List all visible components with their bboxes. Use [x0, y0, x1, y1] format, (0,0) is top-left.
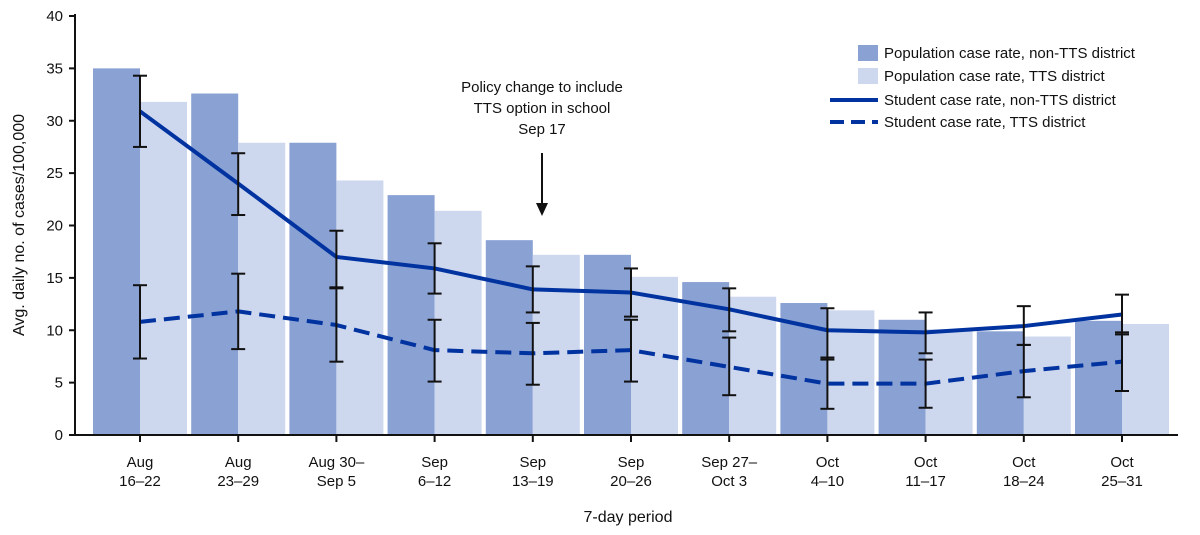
x-tick-label: Sep	[618, 454, 645, 471]
x-tick-label: 11–17	[905, 473, 946, 490]
y-tick-label: 20	[46, 218, 63, 235]
x-tick-label: Oct	[1110, 454, 1134, 471]
x-tick-label: Oct	[816, 454, 840, 471]
y-tick-label: 35	[46, 60, 63, 77]
bar-non-tts	[289, 142, 337, 435]
bar-tts	[1023, 336, 1071, 435]
bar-non-tts	[976, 331, 1024, 435]
error-bar	[820, 356, 835, 410]
error-bar	[231, 152, 246, 217]
annotation-line: Policy change to include	[461, 79, 623, 96]
y-tick-label: 30	[46, 113, 63, 130]
legend-label: Population case rate, TTS district	[884, 68, 1105, 85]
bar-tts	[1122, 323, 1169, 435]
bar-tts	[729, 296, 777, 435]
legend-label: Student case rate, TTS district	[884, 114, 1086, 131]
x-tick-label: Oct	[914, 454, 938, 471]
x-tick-label: Aug 30–	[308, 454, 365, 471]
error-bar	[231, 272, 246, 351]
x-tick-label: 6–12	[418, 473, 451, 490]
bar-tts	[140, 101, 187, 436]
error-bar	[525, 321, 540, 386]
bar-non-tts	[584, 254, 631, 435]
error-bar	[133, 284, 147, 360]
x-tick-label: Aug	[225, 454, 252, 471]
error-bar	[1115, 331, 1129, 393]
y-tick-label: 5	[55, 375, 63, 392]
error-bar	[918, 311, 933, 355]
bar-tts	[336, 180, 384, 435]
legend-label: Population case rate, non-TTS district	[884, 45, 1136, 62]
x-tick-label: 25–31	[1101, 473, 1143, 490]
bar-non-tts	[93, 68, 140, 435]
legend-swatch-bar-non-tts	[858, 45, 878, 61]
x-tick-label: 20–26	[610, 473, 652, 490]
legend: Population case rate, non-TTS district P…	[830, 45, 1136, 131]
y-tick-label: 25	[46, 165, 63, 182]
y-tick-label: 0	[55, 427, 63, 444]
annotation-line: TTS option in school	[474, 100, 611, 117]
x-tick-label: 13–19	[512, 473, 554, 490]
bar-non-tts	[1075, 320, 1122, 435]
error-bar	[525, 265, 540, 314]
error-bar	[722, 287, 737, 333]
x-tick-label: 16–22	[119, 473, 161, 490]
x-tick-label: 4–10	[811, 473, 844, 490]
x-tick-label: Oct 3	[711, 473, 747, 490]
x-tick-label: Sep 5	[317, 473, 356, 490]
bar-non-tts	[387, 195, 435, 435]
x-tick-label: 18–24	[1003, 473, 1045, 490]
error-bar	[624, 267, 638, 318]
x-tick-label: Sep 27–	[701, 454, 758, 471]
bar-tts	[434, 210, 482, 435]
error-bar	[329, 229, 344, 289]
legend-label: Student case rate, non-TTS district	[884, 92, 1117, 109]
annotation-line: Sep 17	[518, 121, 566, 138]
error-bar	[427, 318, 442, 383]
error-bar	[722, 336, 737, 397]
y-tick-label: 10	[46, 322, 63, 339]
bar-tts	[532, 254, 580, 435]
x-tick-label: Sep	[421, 454, 448, 471]
x-tick-label: 23–29	[217, 473, 259, 490]
error-bar	[918, 358, 933, 409]
y-tick-label: 40	[46, 8, 63, 25]
x-tick-label: Sep	[519, 454, 546, 471]
y-axis-label: Avg. daily no. of cases/100,000	[11, 114, 28, 336]
x-tick-label: Oct	[1012, 454, 1036, 471]
error-bar	[133, 74, 147, 148]
arrow-head-icon	[536, 203, 548, 216]
error-bar	[329, 287, 344, 363]
bar-non-tts	[485, 240, 533, 435]
y-tick-label: 15	[46, 270, 63, 287]
x-tick-label: Aug	[127, 454, 154, 471]
bar-non-tts	[191, 93, 239, 435]
bar-non-tts	[878, 319, 926, 435]
x-axis-label: 7-day period	[584, 509, 673, 526]
legend-swatch-bar-tts	[858, 68, 878, 84]
error-bar	[624, 318, 638, 383]
error-bar	[1016, 343, 1031, 399]
policy-annotation: Policy change to include TTS option in s…	[461, 79, 623, 216]
error-bar	[427, 242, 442, 295]
